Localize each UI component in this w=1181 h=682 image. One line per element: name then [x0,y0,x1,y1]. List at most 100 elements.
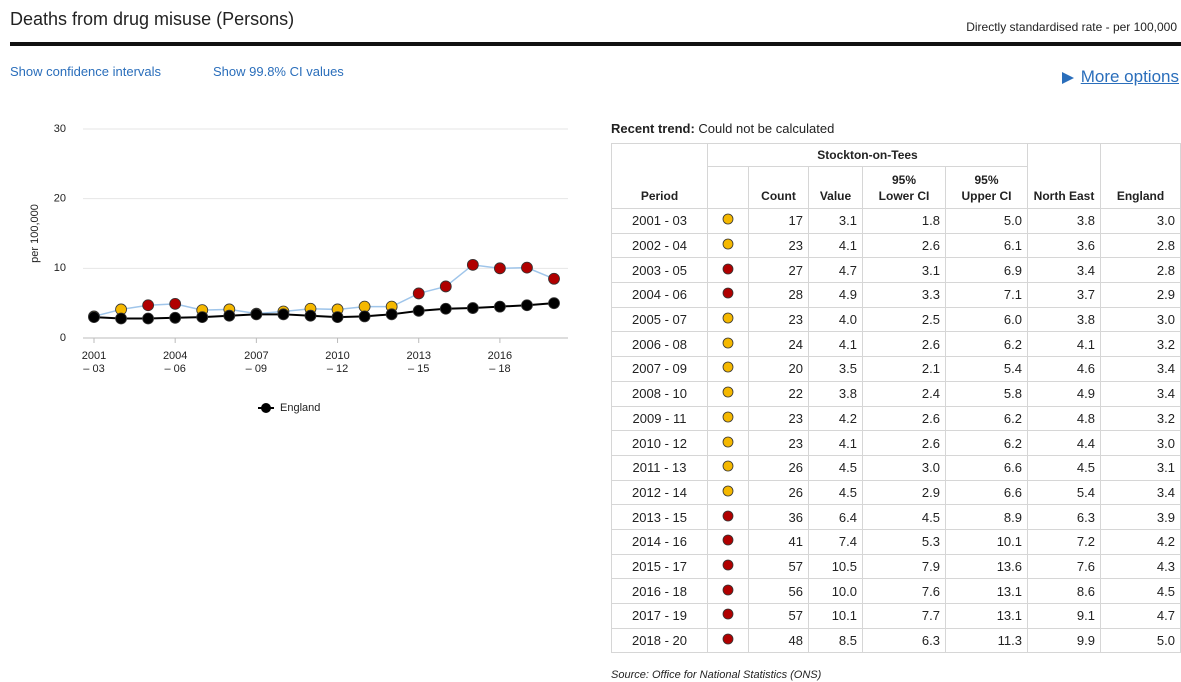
period-cell: 2018 - 20 [611,627,708,654]
marker-cell [707,479,749,506]
value-cell: 22 [748,380,809,407]
value-cell: 3.0 [1100,430,1181,456]
value-cell: 3.0 [1100,208,1181,234]
table-row: 2003 - 05 27 4.7 3.1 6.9 3.4 2.8 [611,257,1181,284]
value-cell: 3.7 [1027,282,1101,308]
value-cell: 1.8 [862,208,946,234]
value-cell: 5.3 [862,528,946,555]
value-cell: 7.9 [862,553,946,580]
marker-cell [707,430,749,456]
value-cell: 5.8 [945,380,1028,407]
table-row: 2004 - 06 28 4.9 3.3 7.1 3.7 2.9 [611,282,1181,308]
marker-dot [722,238,734,250]
marker-dot [722,436,734,447]
value-cell: 3.1 [862,257,946,284]
value-cell: 2.8 [1100,232,1181,259]
period-cell: 2015 - 17 [611,553,708,580]
value-cell: 23 [748,405,809,432]
header-row: Period Stockton-on-Tees North East England [611,143,1181,209]
subtitle: Directly standardised rate - per 100,000 [966,20,1177,34]
value-cell: 7.6 [1027,553,1101,580]
marker-cell [707,553,749,580]
y-tick-label: 10 [54,262,66,274]
series-line [93,302,555,320]
value-cell: 2.6 [862,331,946,358]
value-cell: 23 [748,306,809,333]
column-header: 95% Lower CI [862,166,946,209]
value-cell: 4.7 [1100,603,1181,629]
table-row: 2001 - 03 17 3.1 1.8 5.0 3.8 3.0 [611,208,1181,234]
table-row: 2016 - 18 56 10.0 7.6 13.1 8.6 4.5 [611,578,1181,604]
value-cell: 3.6 [1027,232,1101,259]
point [169,297,182,310]
value-cell: 3.5 [808,356,863,382]
period-cell: 2006 - 08 [611,331,708,358]
chart: 0 10 20 30 per 100,000 2001– 03 2004– 06 2007– … [29,123,568,414]
marker-cell [707,627,749,654]
value-cell: 2.6 [862,405,946,432]
value-cell: 4.5 [1027,454,1101,481]
trend-label: Recent trend: [611,121,695,136]
value-cell: 6.6 [945,479,1028,506]
y-tick-label: 0 [60,332,66,344]
value-cell: 3.4 [1100,479,1181,506]
value-cell: 3.0 [1100,306,1181,333]
value-cell: 3.1 [1100,454,1181,481]
marker-dot [722,337,734,349]
column-header-line: Upper CI [961,189,1012,203]
value-cell: 4.2 [1100,528,1181,555]
y-tick-label: 20 [54,193,66,205]
value-cell: 4.0 [808,306,863,333]
value-cell: 3.0 [862,454,946,481]
value-cell: 4.5 [1100,578,1181,604]
x-tick-label: 2007– 09 [244,350,268,375]
marker-cell [707,257,749,284]
value-cell: 41 [748,528,809,555]
point [493,300,506,313]
period-cell: 2005 - 07 [611,306,708,333]
table-row: 2015 - 17 57 10.5 7.9 13.6 7.6 4.3 [611,553,1181,580]
value-cell: 2.6 [862,430,946,456]
group-header: Stockton-on-Tees [707,143,1028,167]
value-cell: 7.7 [862,603,946,629]
period-cell: 2001 - 03 [611,208,708,234]
legend-label: England [280,402,320,414]
period-cell: 2003 - 05 [611,257,708,284]
ci-values-link[interactable]: Show 99.8% CI values [213,64,344,79]
value-cell: 7.2 [1027,528,1101,555]
marker [722,460,734,472]
marker-cell [707,282,749,308]
value-cell: 48 [748,627,809,654]
period-cell: 2011 - 13 [611,454,708,481]
marker [722,534,734,546]
marker [722,584,734,596]
value-cell: 5.0 [945,208,1028,234]
value-cell: 13.1 [945,603,1028,629]
value-cell: 6.3 [1027,504,1101,530]
column-header-line: 95% [974,173,999,187]
marker-dot [722,559,734,571]
marker [722,559,734,571]
value-cell: 6.9 [945,257,1028,284]
ci-link[interactable]: Show confidence intervals [10,64,162,79]
more-options-link[interactable]: More options [1080,67,1179,86]
value-cell: 7.1 [945,282,1028,308]
x-tick-label: 2013– 15 [406,350,430,375]
value-cell: 10.1 [808,603,863,629]
point [385,308,398,321]
marker-dot [722,263,734,275]
value-cell: 11.3 [945,627,1028,654]
source: Source: Office for National Statistics (… [611,669,822,681]
column-header: Count [748,166,809,209]
value-cell: 2.8 [1100,257,1181,284]
marker-dot [722,362,734,373]
marker-cell [707,356,749,382]
point [493,262,506,275]
value-cell: 6.6 [945,454,1028,481]
marker-dot [722,460,734,472]
point [88,311,100,324]
column-header: 95% Upper CI [945,166,1028,209]
value-cell: 6.2 [945,331,1028,358]
more-options-icon[interactable] [1061,71,1075,85]
